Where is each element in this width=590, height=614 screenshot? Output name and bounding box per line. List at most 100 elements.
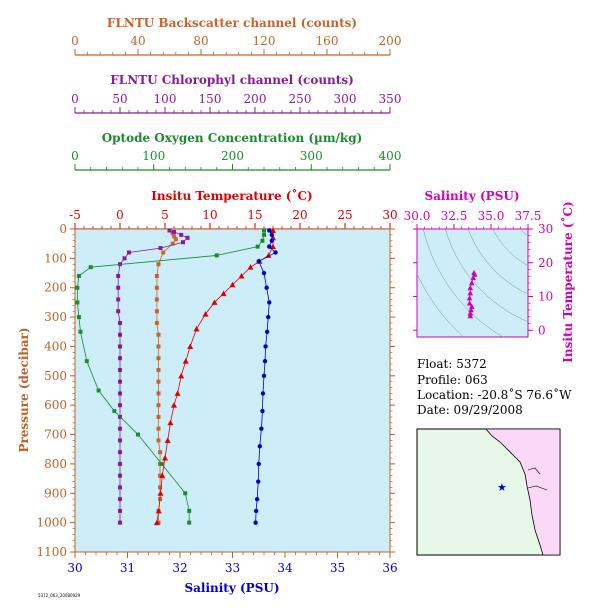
backscatter-point (156, 414, 161, 419)
oxygen-point (187, 520, 192, 525)
ts-y-tick-label: 30 (538, 222, 553, 236)
oxygen-point (75, 285, 80, 290)
chlorophyll-tick-label: 50 (112, 92, 127, 106)
chlorophyll-point (118, 379, 122, 384)
chlorophyll-axis-title: FLNTU Chlorophyl channel (counts) (110, 73, 354, 87)
temperature-point (238, 272, 245, 279)
temperature-tick-label: 30 (382, 208, 397, 222)
location: Location: -20.8˚S 76.6˚W (417, 387, 572, 402)
oxygen-point (262, 228, 266, 233)
temperature-point (157, 490, 164, 496)
ts-point (467, 285, 474, 291)
oxygen-point (112, 409, 117, 414)
chlorophyll-point (179, 232, 184, 237)
ts-point (468, 307, 474, 313)
backscatter-tick-label: 120 (253, 34, 276, 48)
ts-point (467, 313, 474, 319)
ts-salinity-title: Salinity (PSU) (424, 189, 519, 203)
pressure-tick-label: 300 (44, 310, 67, 324)
oxygen-point (84, 359, 89, 364)
ts-x-tick-label: 35.0 (478, 209, 505, 223)
salinity-tick-label: 34 (277, 561, 293, 575)
temperature-point (164, 437, 171, 443)
salinity-point (254, 496, 260, 502)
backscatter-tick-label: 40 (130, 34, 145, 48)
salinity-point (267, 300, 272, 305)
backscatter-point (156, 426, 161, 431)
date: Date: 09/29/2008 (417, 403, 523, 417)
ts-point (467, 290, 474, 296)
chlorophyll-tick-label: 150 (199, 92, 222, 106)
salinity-point (261, 270, 267, 276)
oxygen-axis-title: Optode Oxygen Concentration (µm/kg) (102, 131, 363, 145)
border-line (527, 467, 548, 491)
chlorophyll-tick-label: 200 (244, 92, 267, 106)
chlorophyll-tick-label: 0 (71, 92, 79, 106)
temperature-axis-title: Insitu Temperature (˚C) (151, 188, 312, 203)
chlorophyll-point (118, 438, 122, 443)
temperature-point (211, 299, 218, 305)
salinity-point (261, 373, 267, 379)
backscatter-point (154, 297, 159, 302)
salinity-point (264, 285, 269, 290)
backscatter-point (156, 438, 161, 443)
chlorophyll-point (118, 485, 122, 490)
salinity-tick-label: 31 (120, 561, 135, 575)
ts-y-tick-label: 20 (538, 256, 553, 270)
chlorophyll-point (127, 250, 131, 255)
salinity-point (269, 232, 275, 238)
chlorophyll-point (172, 229, 176, 234)
ts-x-tick-label: 30.0 (404, 209, 431, 223)
backscatter-point (172, 234, 177, 239)
chlorophyll-point (118, 356, 122, 361)
pressure-tick-label: 600 (44, 398, 67, 412)
oxygen-point (260, 238, 265, 243)
oxygen-tick-label: 400 (379, 149, 402, 163)
salinity-point (259, 426, 264, 431)
pressure-tick-label: 400 (44, 339, 67, 353)
pressure-tick-label: 100 (44, 251, 67, 265)
temperature-point (270, 243, 276, 250)
chlorophyll-point (118, 497, 122, 502)
backscatter-point (156, 367, 161, 372)
pressure-tick-label: 700 (44, 428, 67, 442)
temperature-tick-label: 15 (247, 208, 262, 222)
temperature-point (270, 227, 276, 233)
ts-y-tick-label: 0 (538, 323, 546, 337)
backscatter-point (154, 320, 159, 325)
salinity-point (257, 444, 262, 449)
oxygen-tick-label: 300 (300, 149, 323, 163)
salinity-point (267, 228, 272, 233)
chlorophyll-point (116, 273, 121, 278)
temperature-point (182, 358, 189, 364)
temperature-point (174, 390, 181, 396)
chlorophyll-point (118, 520, 122, 525)
chlorophyll-tick-label: 100 (154, 92, 177, 106)
backscatter-point (154, 285, 159, 290)
backscatter-point (156, 379, 161, 384)
chlorophyll-point (116, 297, 121, 302)
float-id: Float: 5372 (417, 357, 487, 371)
salinity-point (256, 461, 261, 467)
chlorophyll-point (118, 344, 122, 349)
backscatter-point (173, 237, 178, 242)
chlorophyll-tick-label: 350 (379, 92, 402, 106)
oxygen-tick-label: 100 (142, 149, 165, 163)
chlorophyll-point (181, 240, 185, 245)
salinity-point (273, 250, 278, 255)
backscatter-point (158, 485, 163, 490)
chlorophyll-tick-label: 300 (334, 92, 357, 106)
backscatter-point (170, 241, 175, 246)
pressure-tick-label: 1100 (36, 545, 67, 559)
chlorophyll-point (118, 473, 122, 478)
oxygen-point (96, 388, 101, 393)
chlorophyll-point (118, 508, 122, 513)
temperature-tick-label: 25 (337, 208, 352, 222)
temperature-tick-label: 0 (116, 208, 124, 222)
chlorophyll-tick-label: 250 (289, 92, 312, 106)
pressure-tick-label: 900 (44, 486, 67, 500)
profile-plot-area (74, 228, 391, 553)
backscatter-tick-label: 200 (379, 34, 402, 48)
salinity-tick-label: 35 (330, 561, 345, 575)
